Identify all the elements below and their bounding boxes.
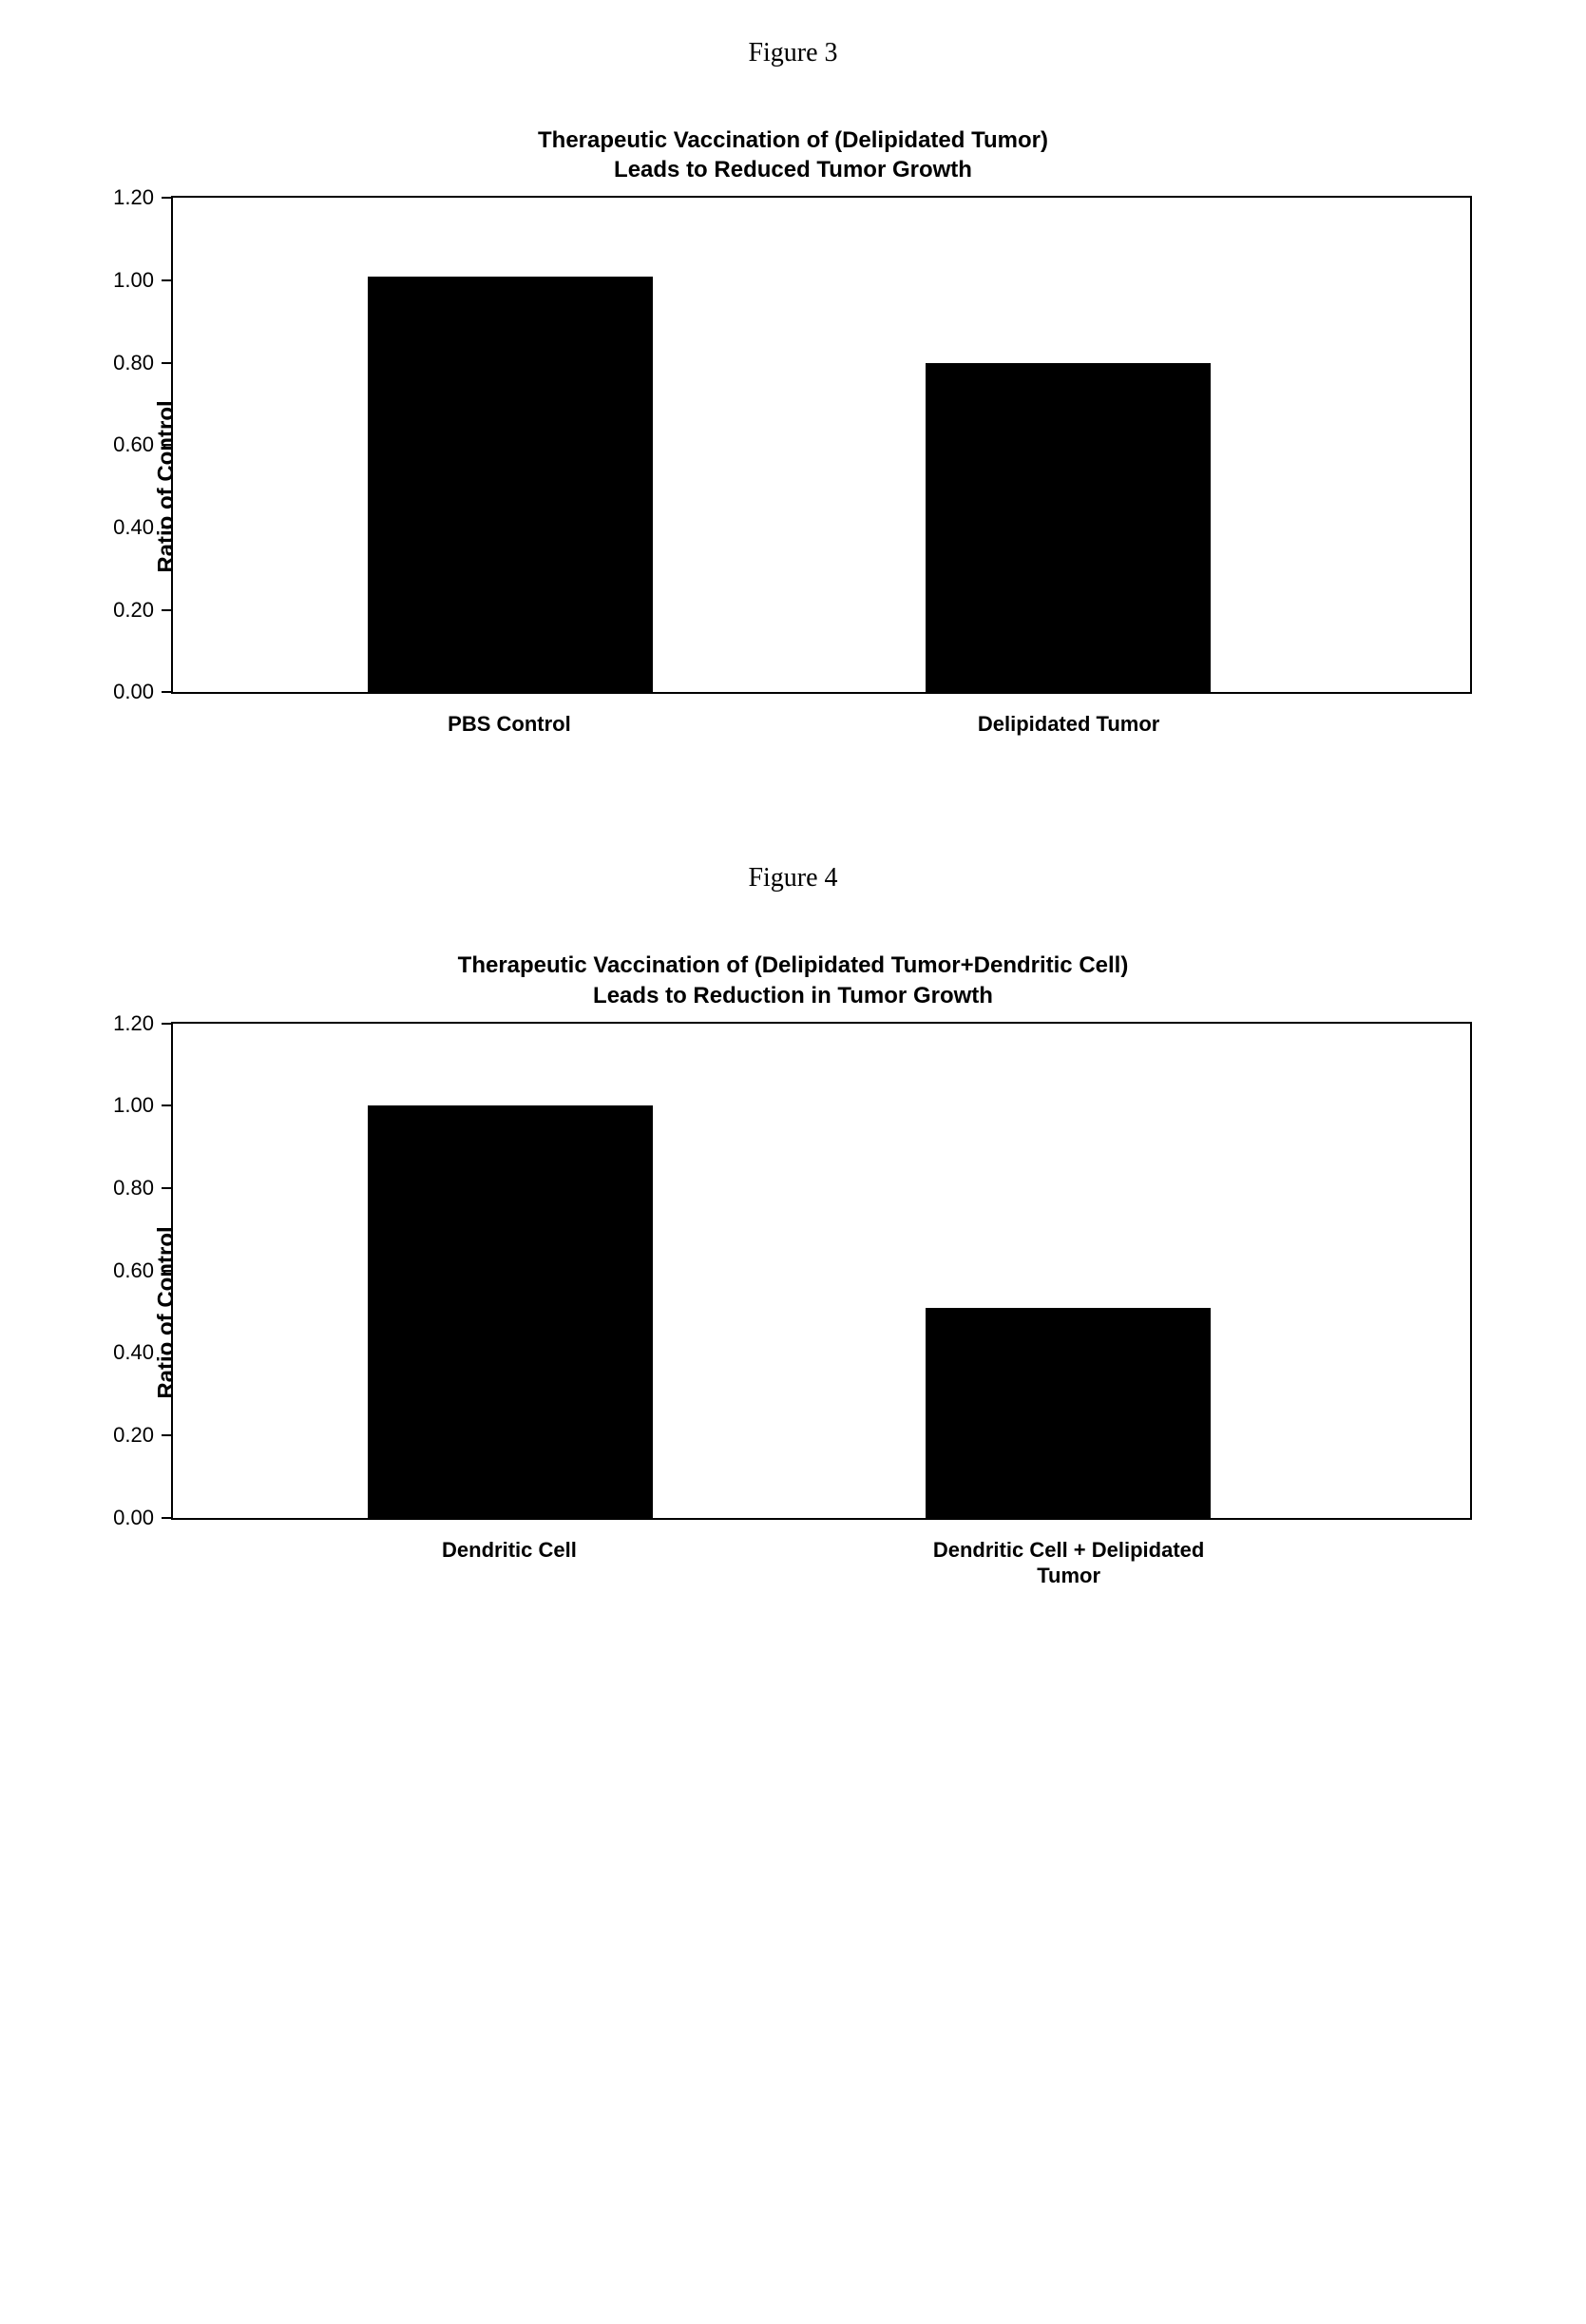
y-tick [162,691,173,693]
y-ticks [162,1024,173,1518]
x-axis-label: Dendritic Cell [249,1537,770,1564]
y-tick [162,1023,173,1025]
x-axis-label: Dendritic Cell + Delipidated Tumor [809,1537,1329,1589]
y-tick [162,609,173,611]
y-tick [162,1270,173,1272]
x-axis-label: Delipidated Tumor [809,711,1329,738]
y-tick-label: 0.20 [113,598,154,623]
figure-label: Figure 3 [57,38,1529,68]
y-tick-label: 0.60 [113,1258,154,1283]
x-axis-label: PBS Control [249,711,770,738]
bar [368,277,653,693]
chart-frame: Ratio of Control0.000.200.400.600.801.00… [171,1022,1472,1604]
y-tick-label: 0.80 [113,351,154,375]
y-tick-label: 0.20 [113,1423,154,1448]
y-tick [162,197,173,199]
bar [926,363,1211,693]
figure-block: Figure 3 Therapeutic Vaccination of (Deli… [57,38,1529,778]
figure-block: Figure 4 Therapeutic Vaccination of (Deli… [57,863,1529,1603]
y-tick [162,362,173,364]
y-tick-label: 1.20 [113,1011,154,1036]
y-tick-label: 0.40 [113,1340,154,1365]
chart-title: Therapeutic Vaccination of (Delipidated … [57,125,1529,184]
plot-area: 0.000.200.400.600.801.001.20 [171,196,1472,694]
bars-container [173,198,1470,692]
y-ticks [162,198,173,692]
bar [926,1308,1211,1518]
x-labels: PBS Control Delipidated Tumor [171,711,1472,778]
y-tick-label: 0.00 [113,1506,154,1530]
y-tick-label: 1.00 [113,1093,154,1118]
page-root: Figure 3 Therapeutic Vaccination of (Deli… [57,38,1529,1604]
plot-area: 0.000.200.400.600.801.001.20 [171,1022,1472,1520]
y-tick-label: 1.20 [113,185,154,210]
y-tick-label: 0.00 [113,680,154,704]
x-labels: Dendritic Cell Dendritic Cell + Delipidat… [171,1537,1472,1604]
chart-frame: Ratio of Control0.000.200.400.600.801.00… [171,196,1472,778]
y-tick [162,1434,173,1436]
y-tick [162,1187,173,1189]
y-tick-label: 0.60 [113,432,154,457]
y-tick [162,1517,173,1519]
y-tick [162,1104,173,1106]
y-tick [162,527,173,528]
y-tick [162,444,173,446]
y-tick-label: 0.80 [113,1176,154,1200]
y-tick [162,1352,173,1354]
bar [368,1105,653,1517]
y-tick-label: 0.40 [113,515,154,540]
chart-title: Therapeutic Vaccination of (Delipidated … [57,951,1529,1009]
bars-container [173,1024,1470,1518]
y-tick-label: 1.00 [113,268,154,293]
figure-label: Figure 4 [57,863,1529,893]
y-tick [162,279,173,281]
